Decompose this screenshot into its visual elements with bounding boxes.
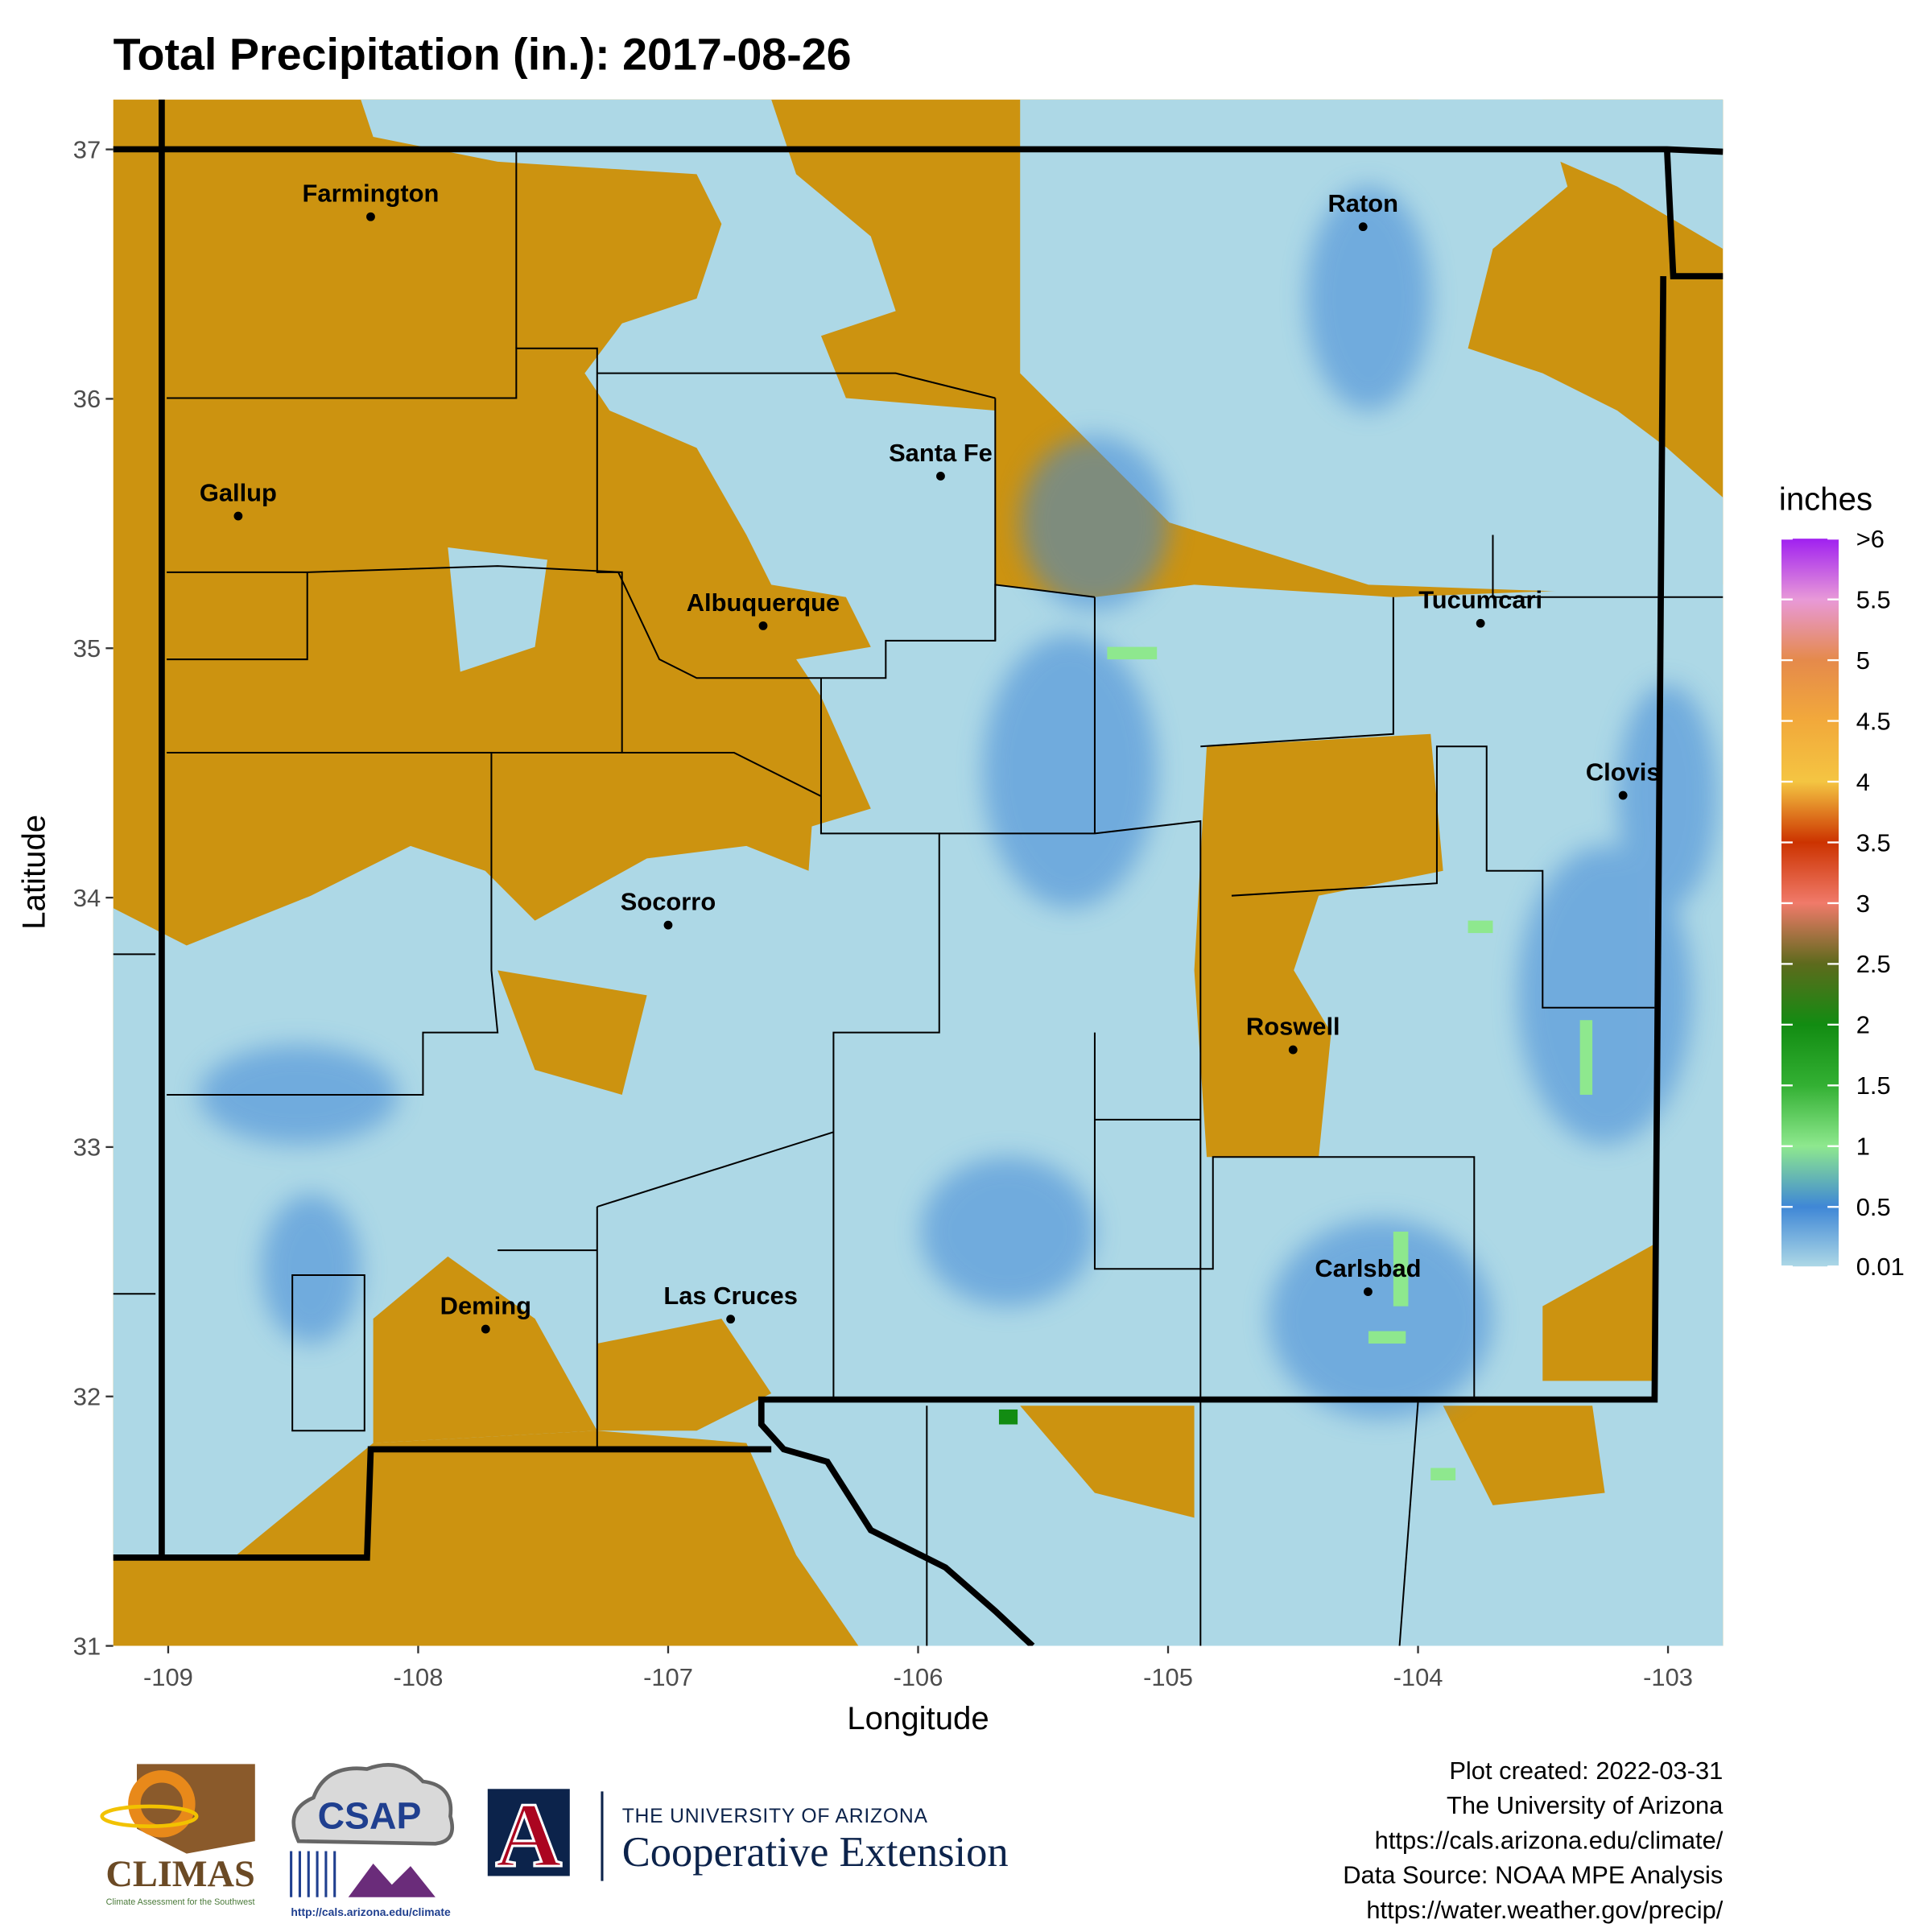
legend-label: 3.5: [1856, 828, 1891, 857]
city-label: Carlsbad: [1315, 1254, 1421, 1282]
city-label: Deming: [440, 1292, 531, 1320]
heavier-precip: [199, 186, 1717, 1418]
footer-line: Data Source: NOAA MPE Analysis: [1343, 1861, 1723, 1889]
ua-block: [487, 1789, 570, 1876]
footer-line: https://cals.arizona.edu/climate/: [1375, 1826, 1724, 1854]
precipitation-raster: [113, 99, 1724, 1646]
footer-line: The University of Arizona: [1447, 1791, 1724, 1819]
city-marker: [233, 511, 243, 521]
y-tick-label: 33: [73, 1133, 101, 1162]
city-label: Gallup: [200, 478, 277, 506]
county-lines: [113, 149, 1724, 1646]
legend-label: 1.5: [1856, 1071, 1891, 1100]
city-label: Albuquerque: [687, 588, 840, 617]
legend-label: 2: [1856, 1011, 1870, 1039]
climas-ring: [128, 1770, 196, 1838]
ua-name: Cooperative Extension: [622, 1829, 1009, 1876]
footer: Plot created: 2022-03-31 The University o…: [1343, 1757, 1724, 1924]
x-tick-label: -103: [1643, 1663, 1693, 1691]
legend: inches 0.01 0.5 1 1.5 2 2.5 3 3.5 4 4.5 5 5.5 >6: [1779, 481, 1905, 1281]
ua-top: THE UNIVERSITY OF ARIZONA: [622, 1806, 928, 1827]
ua-logo: A THE UNIVERSITY OF ARIZONA Cooperative …: [487, 1783, 1009, 1888]
x-tick-label: -109: [143, 1663, 193, 1691]
footer-line: https://water.weather.gov/precip/: [1366, 1896, 1723, 1924]
csap-name: CSAP: [318, 1795, 422, 1837]
city-marker: [758, 621, 768, 630]
green-spots: [1107, 646, 1593, 1481]
legend-label: 4: [1856, 768, 1870, 796]
legend-title: inches: [1779, 481, 1872, 518]
city-marker: [481, 1324, 490, 1334]
city-marker: [936, 472, 945, 481]
cities: Farmington Gallup Santa Fe Albuquerque Raton…: [200, 180, 1661, 1334]
legend-label: 2.5: [1856, 950, 1891, 978]
logos: CLIMAS Climate Assessment for the Southw…: [100, 1763, 1009, 1918]
city-label: Farmington: [303, 180, 440, 208]
climas-subtitle: Climate Assessment for the Southwest: [106, 1897, 255, 1907]
x-tick-label: -106: [894, 1663, 943, 1691]
city-marker: [1476, 618, 1485, 628]
y-tick-label: 37: [73, 135, 101, 163]
legend-label: 1: [1856, 1133, 1870, 1161]
legend-label: 5: [1856, 646, 1870, 675]
city-label: Socorro: [621, 888, 716, 916]
city-label: Clovis: [1586, 758, 1661, 786]
mountains: [348, 1864, 436, 1897]
city-marker: [1618, 791, 1628, 800]
csap-logo: CSAP http://cals.arizona.edu/climate: [290, 1763, 455, 1918]
city-marker: [1288, 1045, 1298, 1055]
city-label: Santa Fe: [889, 439, 993, 467]
legend-label: 4.5: [1856, 707, 1891, 735]
dry-area: [373, 696, 1655, 1518]
ua-letter: A: [496, 1784, 563, 1886]
city-marker: [726, 1315, 736, 1324]
city-label: Roswell: [1246, 1013, 1340, 1041]
climas-orbit: [100, 1804, 199, 1828]
legend-label: >6: [1856, 525, 1885, 553]
climas-logo: CLIMAS Climate Assessment for the Southw…: [100, 1764, 255, 1907]
city-marker: [1358, 222, 1368, 232]
x-tick-label: -105: [1143, 1663, 1193, 1691]
y-axis-title: Latitude: [16, 815, 52, 930]
y-tick-label: 32: [73, 1383, 101, 1411]
legend-label: 5.5: [1856, 585, 1891, 613]
rain-lines: [290, 1851, 336, 1897]
legend-label: 3: [1856, 890, 1870, 918]
city-marker: [1364, 1287, 1373, 1297]
city-label: Tucumcari: [1418, 586, 1542, 614]
y-tick-label: 36: [73, 385, 101, 413]
legend-label: 0.01: [1856, 1253, 1905, 1281]
state-border: [113, 99, 1724, 1646]
y-tick-label: 31: [73, 1632, 101, 1660]
csap-url: http://cals.arizona.edu/climate: [291, 1905, 451, 1918]
x-axis-title: Longitude: [847, 1700, 989, 1736]
axes: -109 -108 -107 -106 -105 -104 -103 31 32 33 34 35 36…: [73, 135, 1693, 1691]
y-tick-label: 35: [73, 634, 101, 663]
cloud: [291, 1763, 455, 1846]
city-label: Las Cruces: [663, 1282, 798, 1310]
title: Total Precipitation (in.): 2017-08-26: [114, 30, 852, 80]
footer-line: Plot created: 2022-03-31: [1449, 1757, 1723, 1785]
climas-name: CLIMAS: [105, 1854, 254, 1895]
y-tick-label: 34: [73, 884, 101, 912]
green-spot: [998, 1409, 1018, 1425]
city-marker: [366, 212, 375, 221]
legend-label: 0.5: [1856, 1193, 1891, 1221]
x-tick-label: -104: [1393, 1663, 1443, 1691]
city-label: Raton: [1327, 189, 1398, 217]
x-tick-label: -107: [643, 1663, 693, 1691]
x-tick-label: -108: [394, 1663, 444, 1691]
city-marker: [663, 920, 673, 930]
